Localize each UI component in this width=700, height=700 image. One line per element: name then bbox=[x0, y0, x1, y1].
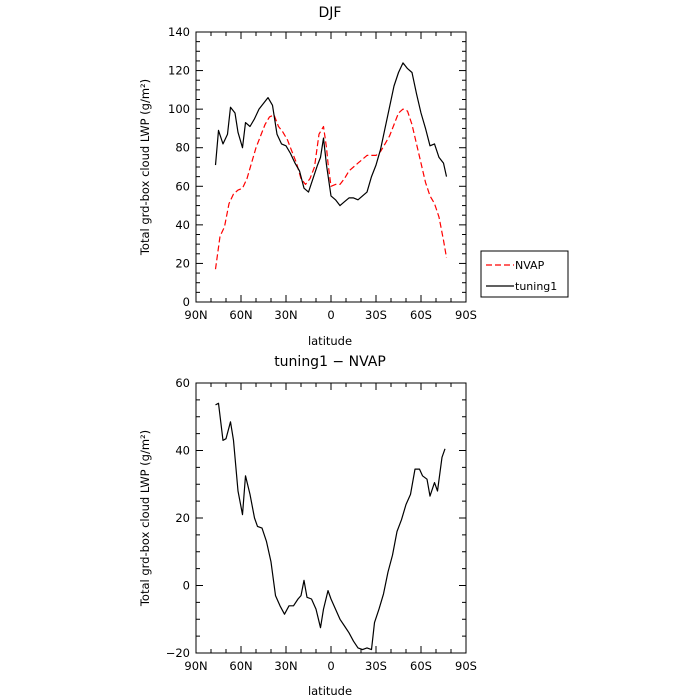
top-x-tick-label: 60S bbox=[410, 308, 432, 322]
bottom-x-tick-label: 90N bbox=[184, 659, 207, 673]
bottom-x-tick-label: 30N bbox=[274, 659, 297, 673]
top-plot-frame bbox=[195, 31, 467, 303]
bottom-plot-frame bbox=[195, 382, 467, 654]
bottom-x-tick-label: 30S bbox=[365, 659, 387, 673]
bottom-y-tick-label: 0 bbox=[183, 579, 190, 593]
bottom-panel: tuning1 − NVAP 90N 60N 30N 0 30S 60S 90S −20 0 20… bbox=[138, 354, 477, 698]
top-x-tick-label: 90N bbox=[184, 308, 207, 322]
top-y-tick-label: 120 bbox=[168, 64, 190, 78]
legend-label-nvap: NVAP bbox=[515, 259, 545, 272]
top-x-tick-label: 0 bbox=[327, 308, 334, 322]
bottom-y-axis-label: Total grd-box cloud LWP (g/m²) bbox=[138, 430, 152, 607]
legend-label-tuning1: tuning1 bbox=[515, 280, 557, 293]
bottom-y-tick-label: 40 bbox=[175, 444, 190, 458]
top-y-tick-label: 40 bbox=[175, 218, 190, 232]
top-y-tick-label: 140 bbox=[168, 25, 190, 39]
top-y-axis-label: Total grd-box cloud LWP (g/m²) bbox=[138, 79, 152, 256]
top-x-axis-label: latitude bbox=[308, 334, 352, 348]
bottom-y-tick-label: −20 bbox=[166, 646, 190, 660]
top-x-tick-label: 30N bbox=[274, 308, 297, 322]
bottom-x-tick-label: 60N bbox=[229, 659, 252, 673]
top-x-tick-label: 60N bbox=[229, 308, 252, 322]
bottom-series-line-diff bbox=[215, 402, 446, 651]
legend-box bbox=[480, 250, 569, 298]
bottom-x-tick-label: 0 bbox=[327, 659, 334, 673]
bottom-y-tick-label: 20 bbox=[175, 511, 190, 525]
top-y-tick-label: 0 bbox=[183, 295, 190, 309]
top-x-tick-label: 30S bbox=[365, 308, 387, 322]
top-panel: DJF 90N 60N 30N 0 30S 60S 90S 0 20 40 60 80 100 120 14… bbox=[138, 5, 569, 348]
bottom-x-axis-label: latitude bbox=[308, 684, 352, 698]
bottom-x-tick-label: 60S bbox=[410, 659, 432, 673]
top-y-tick-label: 20 bbox=[175, 256, 190, 270]
bottom-x-tick-label: 90S bbox=[455, 659, 477, 673]
top-x-tick-label: 90S bbox=[455, 308, 477, 322]
bottom-chart-title: tuning1 − NVAP bbox=[274, 354, 386, 370]
top-y-tick-label: 100 bbox=[168, 102, 190, 116]
top-y-tick-label: 60 bbox=[175, 179, 190, 193]
top-series-line-nvap bbox=[214, 108, 448, 270]
legend: NVAP tuning1 bbox=[480, 250, 569, 298]
top-chart-title: DJF bbox=[319, 5, 342, 21]
top-y-tick-label: 80 bbox=[175, 141, 190, 155]
bottom-y-tick-label: 60 bbox=[175, 376, 190, 390]
top-series-line-tuning1 bbox=[214, 62, 448, 207]
